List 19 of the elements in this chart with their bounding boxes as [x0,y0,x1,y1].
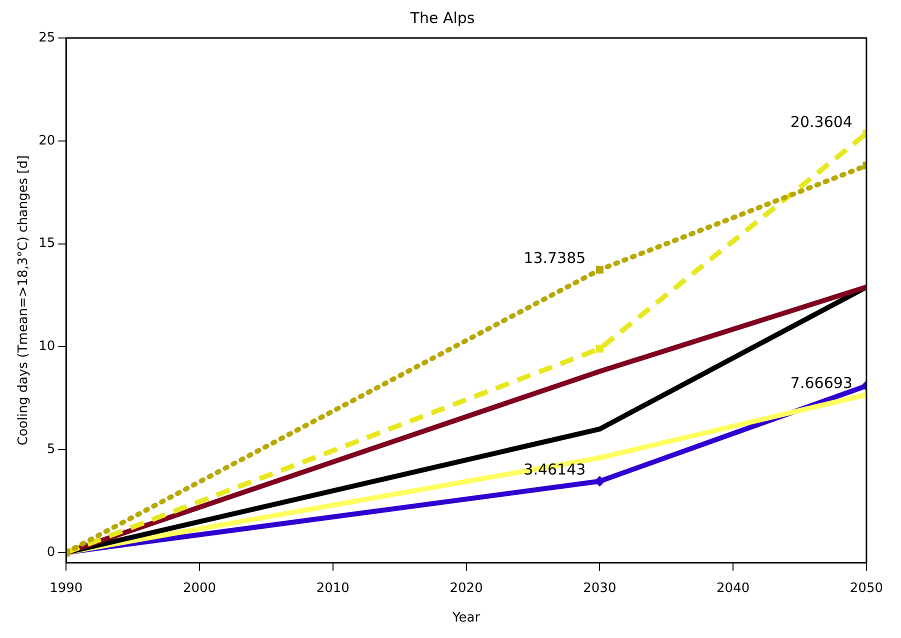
y-tick-label: 20 [38,133,56,148]
x-tick-label: 1990 [50,580,83,596]
x-tick-label: 2010 [316,580,350,596]
data-label: 20.3604 [790,112,852,131]
chart-title: The Alps [409,8,475,27]
y-tick-label: 0 [46,544,56,560]
x-tick-label: 2020 [450,580,483,596]
y-tick-label: 25 [38,30,56,46]
data-label: 7.66693 [790,374,852,392]
y-tick-label: 10 [38,339,56,354]
x-tick-label: 2030 [583,580,616,596]
y-tick-label: 15 [38,236,56,252]
x-tick-label: 2000 [182,580,216,596]
x-axis-title: Year [452,610,481,626]
y-axis-title: Cooling days (Tmean=>18,3°C) changes [d] [16,155,32,446]
data-label: 13.7385 [524,249,586,268]
x-tick-label: 2050 [850,580,884,596]
y-tick-label: 5 [46,442,56,457]
x-tick-label: 2040 [716,580,750,596]
